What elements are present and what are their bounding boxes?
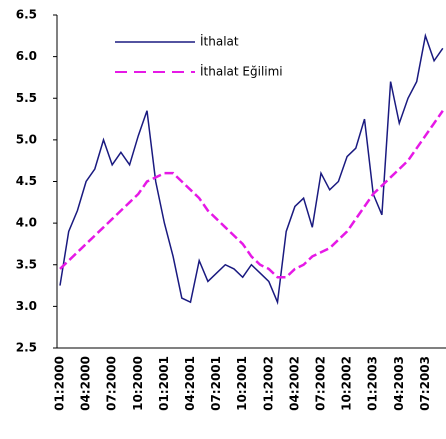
x-tick-label: 04:2001	[183, 356, 197, 411]
y-tick-label: 4.5	[16, 174, 37, 188]
x-tick-label: 04:2002	[287, 356, 301, 411]
y-tick-label: 3.5	[16, 257, 37, 271]
y-tick-label: 5.5	[16, 91, 37, 105]
x-tick-label: 01:2000	[53, 356, 67, 411]
y-tick-label: 6.0	[16, 49, 37, 63]
series-line	[59, 32, 444, 306]
x-tick-label: 04:2000	[79, 356, 93, 411]
y-tick-label: 2.5	[16, 341, 37, 355]
x-tick-label: 07:2003	[418, 356, 432, 411]
legend-label: İthalat	[200, 34, 239, 49]
series-line	[59, 110, 444, 279]
x-tick-label: 10:2002	[340, 356, 354, 411]
y-tick-label: 3.0	[16, 299, 37, 313]
legend-label: İthalat Eğilimi	[200, 64, 283, 79]
x-tick-label: 07:2002	[314, 356, 328, 411]
x-tick-label: 07:2000	[105, 356, 119, 411]
x-tick-label: 01:2001	[157, 356, 171, 411]
x-tick-label: 04:2003	[392, 356, 406, 411]
y-tick-label: 6.5	[16, 8, 37, 22]
y-tick-label: 4.0	[16, 216, 37, 230]
x-tick-label: 10:2000	[131, 356, 145, 411]
y-tick-label: 5.0	[16, 132, 37, 146]
x-tick-label: 10:2001	[235, 356, 249, 411]
x-tick-label: 01:2002	[261, 356, 275, 411]
x-tick-label: 01:2003	[366, 356, 380, 411]
x-tick-label: 07:2001	[209, 356, 223, 411]
